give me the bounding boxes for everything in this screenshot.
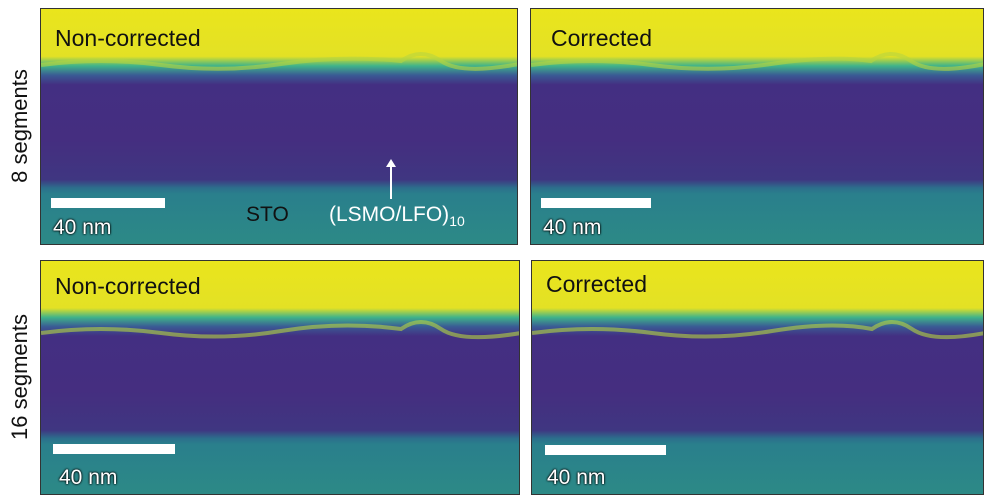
scale-label: 40 nm: [59, 466, 117, 490]
panel-title: Corrected: [551, 25, 652, 52]
arrow: [41, 9, 518, 245]
scale-label: 40 nm: [547, 466, 605, 490]
scale-label: 40 nm: [543, 216, 601, 240]
panel-title: Non-corrected: [55, 273, 201, 300]
scale-bar: [541, 198, 651, 208]
scale-bar: [53, 444, 175, 454]
scale-bar: [545, 445, 666, 455]
panel-title: Corrected: [546, 271, 647, 298]
row-label: 8 segments: [7, 69, 33, 183]
row-label: 16 segments: [7, 314, 33, 440]
image-panel: Non-corrected 40 nm STO (LSMO/LFO)10: [40, 8, 518, 245]
image-panel: Non-corrected 40 nm: [40, 260, 520, 495]
image-panel: Corrected 40 nm: [531, 260, 984, 495]
image-panel: Corrected 40 nm: [530, 8, 984, 245]
figure: 8 segments 16 segments Non-corrected 40 …: [0, 0, 986, 498]
